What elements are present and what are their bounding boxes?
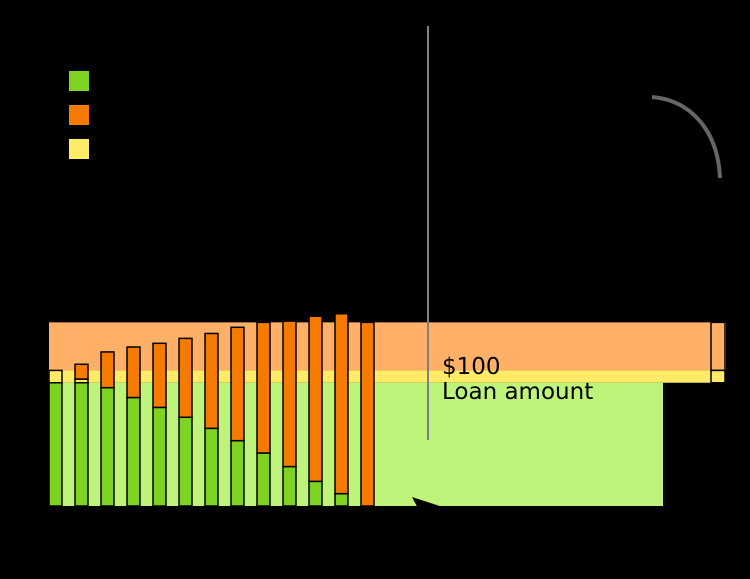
bar-interest-6: [178, 337, 193, 419]
loan-label: Loan amount: [442, 379, 593, 405]
total-breakdown: [710, 321, 726, 384]
bar-interest-7: [204, 332, 219, 430]
bar-principal-9: [256, 452, 271, 507]
legend-swatch-3: [69, 139, 89, 159]
bar-3: [100, 351, 115, 507]
bar-interest-8: [230, 326, 245, 442]
bar-principal-7: [204, 427, 219, 507]
bar-principal-10: [282, 465, 297, 507]
interest-amount-label: $39: [442, 201, 486, 227]
total-fees-edge: [710, 369, 726, 384]
bar-interest-2: [74, 363, 89, 380]
band-fees: [49, 370, 725, 383]
bar-interest-5: [152, 342, 167, 409]
bar-interest-12: [334, 312, 349, 495]
legend-swatch-1: [69, 71, 89, 91]
bar-6: [178, 337, 193, 507]
bars: [48, 312, 375, 507]
bar-principal-5: [152, 406, 167, 507]
bar-12: [334, 312, 349, 507]
band-interest: [49, 322, 726, 371]
bar-principal-6: [178, 416, 193, 507]
total-cost-band: [49, 322, 726, 506]
bar-fees-1: [48, 369, 63, 384]
bar-5: [152, 342, 167, 507]
bar-11: [308, 315, 323, 507]
bar-principal-2: [74, 382, 89, 507]
loan-amount-label: $100: [442, 354, 501, 380]
bar-interest-9: [256, 321, 271, 454]
bar-principal-1: [48, 382, 63, 507]
bar-2: [74, 363, 89, 507]
bar-principal-8: [230, 439, 245, 507]
bar-7: [204, 332, 219, 507]
bar-interest-13: [360, 321, 375, 507]
band-principal: [49, 382, 663, 506]
bar-13: [360, 321, 375, 507]
bar-4: [126, 346, 141, 507]
bar-interest-4: [126, 346, 141, 399]
total-interest-edge: [710, 321, 726, 372]
bar-principal-3: [100, 386, 115, 507]
fees-label: Loan fees: [508, 267, 619, 293]
bar-interest-10: [282, 320, 297, 468]
bar-principal-12: [334, 492, 349, 507]
curved-arrow: [651, 95, 722, 179]
interest-label: Compound interest: [442, 226, 663, 252]
legend-swatch-2: [69, 105, 89, 125]
fees-amount-label: $10: [442, 267, 486, 293]
bar-10: [282, 320, 297, 507]
bar-1: [48, 369, 63, 507]
bar-interest-3: [100, 351, 115, 389]
bar-8: [230, 326, 245, 507]
legend: [69, 71, 89, 159]
bar-interest-11: [308, 315, 323, 483]
bar-9: [256, 321, 271, 507]
bar-principal-4: [126, 396, 141, 507]
arrow-head: [412, 497, 452, 512]
bar-principal-11: [308, 480, 323, 507]
